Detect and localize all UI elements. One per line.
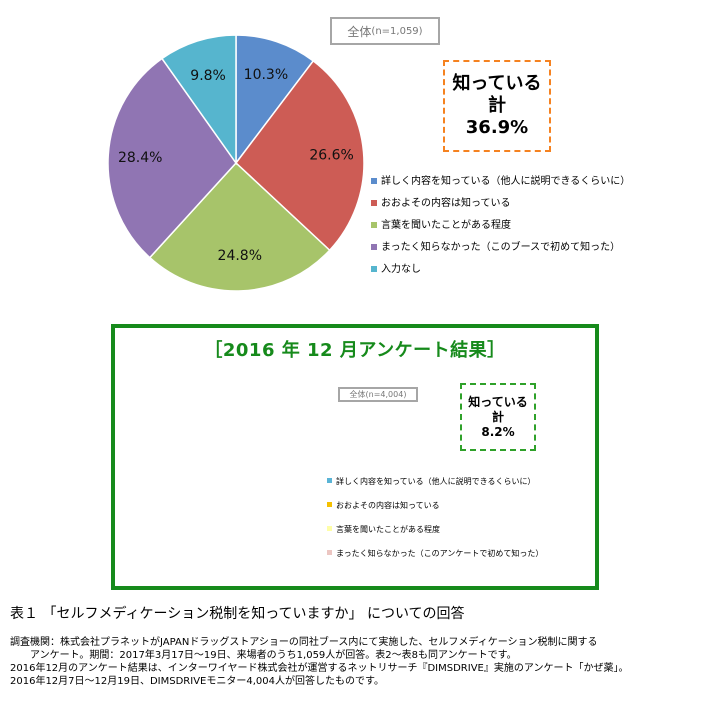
pie-slice xyxy=(234,59,365,252)
survey-2016-frame xyxy=(111,324,599,590)
slice-data-label: 28.4% xyxy=(118,150,162,166)
know-total-line1: 知っている xyxy=(452,73,542,94)
know-total-box-2017: 知っている 計 36.9% xyxy=(443,60,551,152)
legend-label: 言葉を聞いたことがある程度 xyxy=(336,525,440,534)
caption-notes: 調査機関：株式会社プラネットがJAPANドラッグストアショーの同社ブース内にて実… xyxy=(10,636,705,688)
sample-title: 全体 xyxy=(347,24,372,39)
legend-swatch xyxy=(371,200,377,206)
pie-chart-2017: 10.3% 26.6% 24.8% 28.4% 9.8% xyxy=(107,34,365,292)
legend-swatch xyxy=(327,478,332,483)
legend-label: 詳しく内容を知っている（他人に説明できるくらいに） xyxy=(336,477,536,486)
sample-title: 全体 xyxy=(349,390,366,399)
sample-size-label: (n=1,059) xyxy=(371,25,423,37)
survey-2016-heading: ［2016 年 12 月アンケート結果］ xyxy=(204,340,506,361)
legend-label: おおよその内容は知っている xyxy=(381,198,511,209)
pie-slice xyxy=(148,161,331,292)
legend-label: まったく知らなかった（このブースで初めて知った） xyxy=(381,242,621,253)
legend-label: おおよその内容は知っている xyxy=(336,501,440,510)
legend-label: 言葉を聞いたことがある程度 xyxy=(381,220,511,231)
sample-size-box-2016: 全体 (n=4,004) xyxy=(338,387,418,402)
legend-swatch xyxy=(371,266,377,272)
pie-slice xyxy=(107,57,237,259)
caption-note-line: 2016年12月のアンケート結果は、インターワイヤード株式会社が運営するネットリ… xyxy=(10,663,629,674)
sample-size-label: (n=4,004) xyxy=(365,390,407,399)
sample-size-box-2017: 全体 (n=1,059) xyxy=(330,17,440,45)
legend-label: まったく知らなかった（このアンケートで初めて知った） xyxy=(336,549,544,558)
know-total-value: 36.9% xyxy=(465,117,529,138)
pie-slice xyxy=(235,34,315,166)
know-total-box-2016: 知っている 計 8.2% xyxy=(460,383,536,451)
caption-note-line: アンケート。期間：2017年3月17日～19日、来場者のうち1,059人が回答。… xyxy=(30,650,517,661)
slice-data-label: 10.3% xyxy=(244,67,288,83)
legend-swatch xyxy=(327,502,332,507)
legend-swatch xyxy=(371,222,377,228)
know-total-line2: 計 xyxy=(491,409,504,424)
know-total-line1: 知っている xyxy=(468,394,528,409)
slice-data-label: 24.8% xyxy=(218,248,262,264)
caption-note-line: 2016年12月7日～12月19日、DIMSDRIVEモニター4,004人が回答… xyxy=(10,676,384,687)
know-total-value: 8.2% xyxy=(481,424,515,439)
pie-slice xyxy=(160,34,237,166)
slice-data-label: 9.8% xyxy=(190,68,226,84)
caption-title: 表１ 「セルフメディケーション税制を知っていますか」 についての回答 xyxy=(10,606,465,622)
legend-swatch xyxy=(327,526,332,531)
slice-data-label: 26.6% xyxy=(309,148,353,164)
legend-swatch xyxy=(371,178,377,184)
legend-label: 詳しく内容を知っている（他人に説明できるくらいに） xyxy=(381,176,631,187)
know-total-line2: 計 xyxy=(488,95,506,116)
legend-swatch xyxy=(371,244,377,250)
legend-label: 入力なし xyxy=(381,264,421,275)
legend-swatch xyxy=(327,550,332,555)
caption-note-line: 調査機関：株式会社プラネットがJAPANドラッグストアショーの同社ブース内にて実… xyxy=(10,637,598,648)
